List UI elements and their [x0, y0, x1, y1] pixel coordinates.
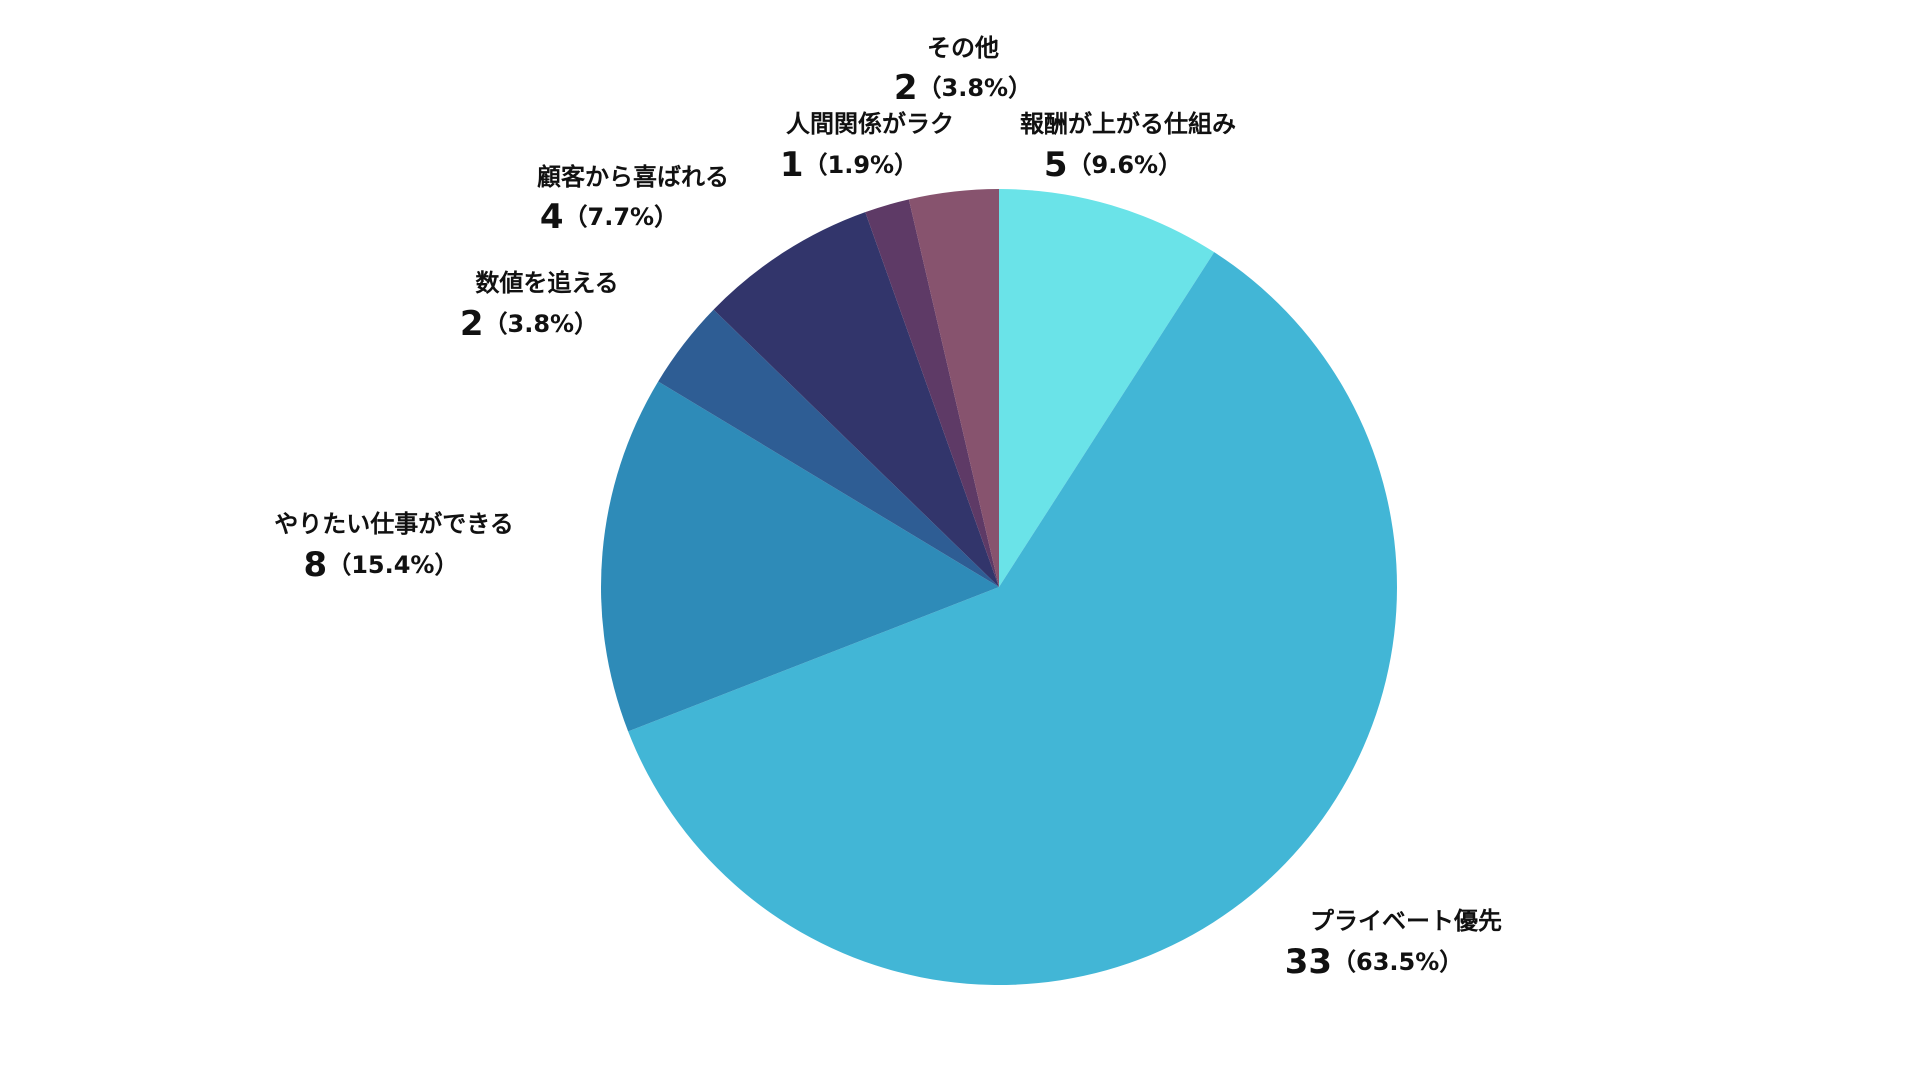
slice-value-label: 8（15.4%） [304, 545, 459, 585]
slice-share: （3.8%） [484, 310, 599, 338]
pie-slice [658, 309, 999, 587]
slice-value-label: 5（9.6%） [1044, 145, 1182, 185]
slice-count: 2 [460, 304, 484, 344]
pie-slice [908, 189, 999, 587]
slice-value-label: 2（3.8%） [894, 68, 1032, 108]
slice-value-label: 4（7.7%） [540, 197, 678, 237]
slice-share: （7.7%） [564, 203, 679, 231]
slice-share: （1.9%） [804, 151, 919, 179]
slice-value-label: 1（1.9%） [780, 145, 918, 185]
pie-slice [601, 381, 999, 732]
pie-slice [713, 212, 999, 588]
slice-label: 数値を追える [475, 269, 618, 297]
pie-slice [628, 252, 1397, 985]
pie-slice [999, 189, 1215, 587]
slice-label: 報酬が上がる仕組み [1020, 110, 1236, 138]
slice-count: 5 [1044, 145, 1068, 185]
slice-value-label: 2（3.8%） [460, 304, 598, 344]
slice-value-label: 33（63.5%） [1285, 942, 1464, 982]
slice-count: 1 [780, 145, 804, 185]
slice-label: プライベート優先 [1310, 907, 1502, 935]
slice-label: その他 [927, 34, 999, 62]
slice-count: 4 [540, 197, 564, 237]
slice-count: 8 [304, 545, 328, 585]
slice-share: （3.8%） [918, 74, 1033, 102]
slice-label: 人間関係がラク [786, 110, 954, 138]
slice-label: やりたい仕事ができる [274, 510, 514, 538]
pie-slice [865, 199, 999, 587]
slice-share: （9.6%） [1068, 151, 1183, 179]
slice-label: 顧客から喜ばれる [537, 163, 729, 191]
slice-share: （15.4%） [327, 551, 458, 579]
slice-count: 33 [1285, 942, 1332, 982]
slice-share: （63.5%） [1332, 948, 1463, 976]
slice-count: 2 [894, 68, 918, 108]
